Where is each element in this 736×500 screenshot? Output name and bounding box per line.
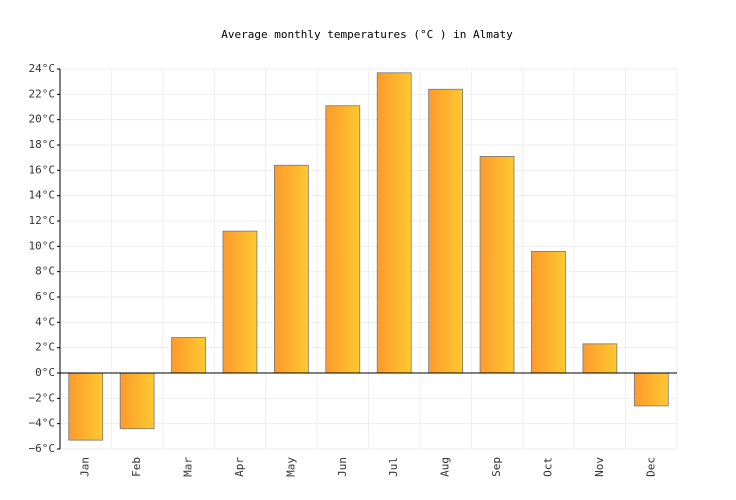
bar <box>479 155 515 374</box>
x-tick-label: Oct <box>541 457 554 477</box>
y-tick-label: 14°C <box>29 189 56 202</box>
y-tick-label: 10°C <box>29 239 56 252</box>
y-tick-label: 22°C <box>29 87 56 100</box>
x-tick-label: Mar <box>182 457 195 477</box>
bar <box>68 372 104 441</box>
bar <box>325 105 361 374</box>
bar <box>119 372 155 430</box>
y-tick-label: 8°C <box>35 265 55 278</box>
y-tick-label: 0°C <box>35 366 55 379</box>
y-tick-label: 6°C <box>35 290 55 303</box>
x-tick-label: Jun <box>336 457 349 477</box>
bar <box>582 343 618 374</box>
y-tick-label: 12°C <box>29 214 56 227</box>
bar <box>376 72 412 374</box>
y-tick-label: −2°C <box>29 391 56 404</box>
bar <box>531 250 566 374</box>
x-tick-label: Jan <box>79 457 92 477</box>
chart-title: Average monthly temperatures (°C ) in Al… <box>221 28 513 41</box>
bar <box>428 88 463 374</box>
x-tick-label: Dec <box>644 457 657 477</box>
bar <box>171 337 206 374</box>
y-tick-label: 16°C <box>29 163 56 176</box>
y-tick-label: 2°C <box>35 341 55 354</box>
x-tick-label: Nov <box>593 457 606 477</box>
bar <box>274 164 309 374</box>
bar <box>633 372 669 407</box>
x-tick-label: Aug <box>439 457 452 477</box>
x-tick-label: Jul <box>387 457 400 477</box>
x-tick-label: Feb <box>130 457 143 477</box>
bar <box>222 230 258 374</box>
y-tick-label: 24°C <box>29 62 56 75</box>
y-tick-label: 4°C <box>35 315 55 328</box>
y-tick-label: −6°C <box>29 442 56 455</box>
x-tick-label: Sep <box>490 457 503 477</box>
y-tick-label: 20°C <box>29 113 56 126</box>
y-tick-label: −4°C <box>29 417 56 430</box>
y-tick-label: 18°C <box>29 138 56 151</box>
x-tick-label: May <box>284 457 297 477</box>
x-tick-label: Apr <box>233 457 246 477</box>
